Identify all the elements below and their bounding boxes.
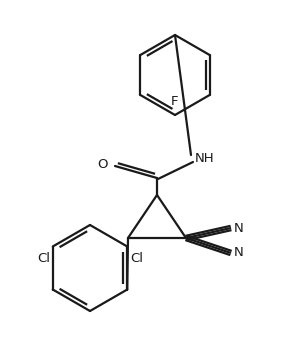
Text: O: O	[98, 157, 108, 170]
Text: F: F	[171, 95, 179, 108]
Text: Cl: Cl	[130, 251, 143, 264]
Text: Cl: Cl	[37, 251, 50, 264]
Text: NH: NH	[195, 151, 215, 164]
Text: N: N	[234, 246, 244, 259]
Text: N: N	[234, 221, 244, 234]
